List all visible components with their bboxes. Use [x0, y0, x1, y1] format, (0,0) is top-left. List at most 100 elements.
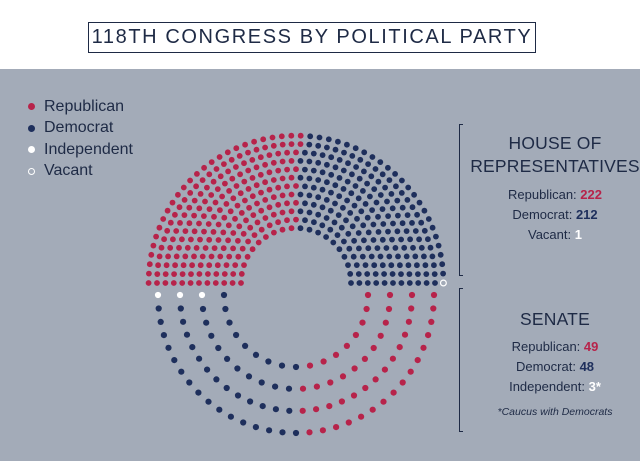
seat-democrat	[259, 403, 266, 410]
seat-democrat	[379, 262, 386, 269]
seat-democrat	[349, 171, 355, 178]
seat-independent	[176, 291, 184, 299]
legend-item-independent: Independent	[28, 139, 133, 161]
seat-republican	[284, 183, 290, 190]
seat-republican	[266, 186, 273, 193]
page-title: 118TH CONGRESS BY POLITICAL PARTY	[88, 22, 536, 53]
seat-democrat	[356, 245, 362, 252]
seat-democrat	[383, 245, 390, 251]
seat-republican	[338, 398, 345, 405]
seat-republican	[270, 194, 277, 201]
seat-democrat	[215, 344, 222, 352]
seat-republican	[197, 191, 204, 197]
seat-democrat	[423, 271, 430, 277]
seat-democrat	[415, 271, 421, 277]
seat-democrat	[310, 150, 317, 157]
seat-democrat	[379, 171, 386, 178]
seat-democrat	[392, 245, 399, 251]
seat-democrat	[306, 209, 313, 216]
seat-republican	[208, 159, 215, 166]
seat-republican	[249, 193, 256, 200]
seat-republican	[215, 221, 222, 228]
seat-democrat	[319, 152, 326, 159]
seat-democrat	[364, 271, 371, 277]
seat-republican	[339, 373, 347, 380]
seat-republican	[297, 132, 304, 139]
senate-democrat-value: 48	[579, 359, 595, 374]
seat-democrat	[410, 244, 416, 251]
seat-republican	[284, 166, 290, 173]
seat-democrat	[336, 246, 343, 253]
seat-democrat	[421, 253, 427, 260]
seat-democrat	[204, 366, 211, 373]
seat-democrat	[242, 342, 249, 349]
seat-republican	[212, 199, 219, 206]
seat-republican	[382, 319, 389, 326]
seat-republican	[222, 180, 228, 187]
legend-dot-democrat	[28, 124, 35, 132]
seat-republican	[401, 331, 409, 338]
seat-republican	[249, 175, 256, 181]
seat-republican	[177, 220, 183, 226]
seat-republican	[173, 253, 180, 260]
seat-republican	[275, 219, 281, 226]
seat-republican	[362, 384, 369, 392]
seat-republican	[269, 134, 276, 141]
seat-democrat	[332, 164, 339, 171]
seat-republican	[181, 212, 188, 219]
seat-republican	[194, 171, 200, 177]
seat-republican	[288, 158, 295, 164]
senate-title: SENATE	[520, 309, 590, 329]
seat-republican	[262, 197, 269, 203]
seat-republican	[380, 398, 387, 405]
seat-republican	[230, 230, 237, 236]
seat-democrat	[431, 262, 437, 269]
house-vacant-stat: Vacant: 1	[470, 225, 640, 245]
seat-republican	[293, 216, 299, 223]
seat-democrat	[356, 175, 363, 182]
seat-democrat	[399, 220, 406, 227]
seat-republican	[242, 197, 248, 204]
seat-republican	[271, 229, 277, 236]
seat-democrat	[429, 224, 436, 231]
seat-republican	[254, 200, 260, 207]
seat-democrat	[223, 384, 230, 392]
seat-republican	[428, 318, 435, 325]
seat-republican	[196, 220, 202, 227]
seat-republican	[187, 177, 194, 184]
seat-republican	[188, 271, 194, 277]
seat-democrat	[377, 253, 384, 260]
seat-republican	[253, 146, 260, 153]
seat-democrat	[390, 280, 396, 286]
seat-republican	[320, 358, 327, 365]
legend-label-democrat: Democrat	[44, 119, 114, 137]
seat-democrat	[180, 318, 187, 325]
seat-republican	[241, 262, 247, 268]
seat-republican	[193, 183, 200, 190]
seat-democrat	[292, 363, 300, 371]
seat-democrat	[388, 191, 395, 197]
seat-democrat	[381, 271, 387, 277]
seat-republican	[258, 207, 265, 214]
seat-democrat	[292, 429, 300, 437]
seat-democrat	[394, 228, 401, 235]
seat-democrat	[427, 244, 434, 251]
seat-democrat	[341, 149, 347, 156]
seat-republican	[221, 271, 228, 277]
seat-democrat	[171, 357, 178, 364]
seat-democrat	[362, 201, 369, 207]
seat-democrat	[343, 217, 349, 224]
seat-republican	[217, 253, 224, 260]
seat-republican	[270, 159, 277, 166]
seat-republican	[332, 351, 340, 358]
seat-republican	[266, 204, 273, 211]
seat-democrat	[399, 177, 405, 184]
legend-label-vacant: Vacant	[44, 162, 93, 180]
seat-republican	[250, 212, 257, 219]
seat-democrat	[234, 392, 242, 399]
seat-republican	[351, 365, 358, 372]
seat-republican	[220, 229, 227, 236]
seat-republican	[197, 262, 204, 269]
seat-democrat	[416, 199, 423, 206]
seat-democrat	[404, 212, 411, 219]
